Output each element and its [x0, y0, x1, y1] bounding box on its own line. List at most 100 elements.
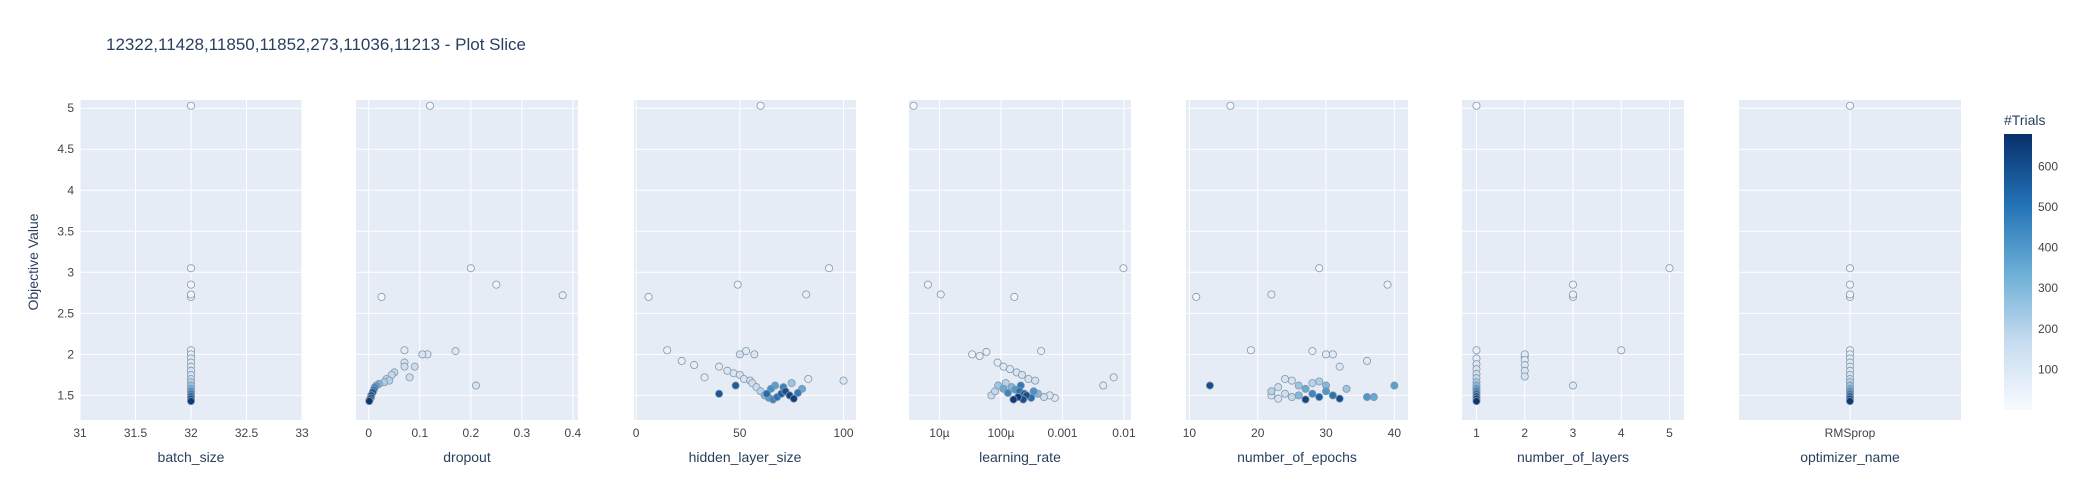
trial-point: [1003, 388, 1012, 397]
trial-point: [405, 373, 414, 382]
trial-point: [787, 379, 796, 388]
y-axis-title: Objective Value: [25, 213, 41, 310]
trial-point: [1281, 374, 1290, 383]
trial-point: [1301, 395, 1310, 404]
trial-point: [644, 292, 653, 301]
trial-point: [186, 264, 195, 273]
trial-point: [677, 356, 686, 365]
colorbar-tick-label: 300: [2038, 281, 2058, 295]
trial-point: [1267, 290, 1276, 299]
x-axis-title: number_of_epochs: [1237, 449, 1357, 465]
trial-point: [1363, 393, 1372, 402]
trial-point: [1192, 292, 1201, 301]
x-tick-label: 100µ: [987, 426, 1014, 440]
x-tick-label: 0.01: [1112, 426, 1136, 440]
trial-point: [1520, 372, 1529, 381]
colorbar-tick-label: 600: [2038, 159, 2058, 173]
trial-point: [186, 397, 195, 406]
colorbar-ticks: 100 200 300 400 500 600: [2038, 159, 2058, 376]
trial-point: [1328, 391, 1337, 400]
trial-point: [982, 347, 991, 356]
y-tick-label: 4: [67, 183, 74, 197]
trial-point: [1472, 346, 1481, 355]
trial-point: [1010, 292, 1019, 301]
trial-point: [1294, 391, 1303, 400]
trial-point: [923, 280, 932, 289]
trial-point: [975, 351, 984, 360]
trial-point: [186, 280, 195, 289]
plot-background: [909, 100, 1131, 420]
trial-point: [1246, 346, 1255, 355]
trial-point: [789, 394, 798, 403]
trial-point: [451, 347, 460, 356]
colorbar-tick-label: 200: [2038, 322, 2058, 336]
trial-point: [1294, 381, 1303, 390]
trial-point: [1315, 264, 1324, 273]
trial-point: [1846, 101, 1855, 110]
trial-point: [1109, 373, 1118, 382]
trial-point: [1099, 381, 1108, 390]
trial-point: [1037, 347, 1046, 356]
trial-point: [663, 346, 672, 355]
trial-point: [186, 101, 195, 110]
trial-point: [690, 361, 699, 370]
trial-point: [1301, 384, 1310, 393]
trial-point: [1119, 264, 1128, 273]
x-tick-label: 0.3: [514, 426, 531, 440]
trial-point: [1005, 365, 1014, 374]
trial-point: [993, 358, 1002, 367]
trial-point: [1569, 381, 1578, 390]
trial-point: [793, 388, 802, 397]
x-tick-label: 40: [1388, 426, 1402, 440]
subplot-batch_size: 1.5 2 2.5 3 3.5 4 4.5 5 31 31.5 32 32.5 33 batch_size: [57, 100, 309, 465]
x-axis-title: learning_rate: [979, 449, 1061, 465]
x-tick-label: 0.4: [565, 426, 582, 440]
trial-point: [1569, 280, 1578, 289]
trial-point: [731, 381, 740, 390]
trial-point: [1308, 389, 1317, 398]
trial-point: [400, 362, 409, 371]
subplot-number_of_epochs: 10 20 30 40 number_of_epochs: [1183, 100, 1408, 465]
trial-point: [968, 350, 977, 359]
x-tick-label: 30: [1319, 426, 1333, 440]
subplot-learning_rate: 10µ 100µ 0.001 0.01 learning_rate: [909, 100, 1136, 465]
trial-point: [1322, 350, 1331, 359]
trial-point: [1335, 362, 1344, 371]
x-tick-label: 100: [834, 426, 854, 440]
x-tick-label: 50: [733, 426, 747, 440]
trial-point: [1287, 376, 1296, 385]
trial-point: [1281, 389, 1290, 398]
trial-point: [558, 291, 567, 300]
trial-point: [839, 376, 848, 385]
trial-point: [1308, 379, 1317, 388]
x-tick-label: 1: [1473, 426, 1480, 440]
y-tick-label: 4.5: [57, 142, 74, 156]
x-axis-title: batch_size: [158, 449, 225, 465]
x-tick-label: 2: [1521, 426, 1528, 440]
subplot-optimizer_name: RMSprop optimizer_name: [1739, 100, 1961, 465]
x-tick-label: 0.1: [411, 426, 428, 440]
trial-point: [804, 374, 813, 383]
y-tick-label: 3.5: [57, 224, 74, 238]
trial-point: [425, 101, 434, 110]
y-tick-label: 3: [67, 265, 74, 279]
y-tick-label: 5: [67, 101, 74, 115]
x-tick-label: 33: [295, 426, 309, 440]
trial-point: [1308, 347, 1317, 356]
y-tick-label: 2.5: [57, 306, 74, 320]
trial-point: [715, 389, 724, 398]
trial-point: [1363, 356, 1372, 365]
x-tick-label: 10: [1183, 426, 1197, 440]
trial-point: [1029, 387, 1038, 396]
trial-point: [1274, 383, 1283, 392]
trial-point: [1617, 346, 1626, 355]
trial-point: [1287, 393, 1296, 402]
trial-point: [1315, 393, 1324, 402]
trial-point: [735, 350, 744, 359]
trial-point: [1322, 387, 1331, 396]
trial-point: [365, 397, 374, 406]
trial-point: [1472, 101, 1481, 110]
trial-point: [1205, 381, 1214, 390]
